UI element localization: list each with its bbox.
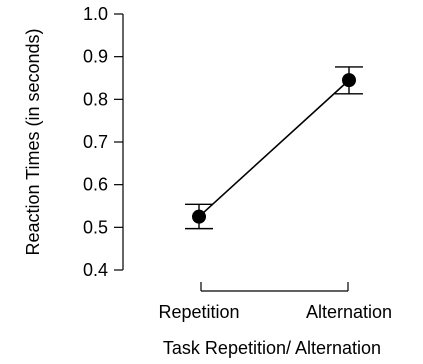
data-point: [192, 209, 206, 224]
y-axis: 0.4 0.5 0.6 0.7 0.8 0.9 1.0: [83, 4, 124, 280]
x-tick-label: Repetition: [158, 302, 239, 322]
series-line: [198, 79, 350, 218]
x-tick-label: Alternation: [306, 302, 392, 322]
y-tick-label: 0.4: [83, 260, 108, 280]
y-tick-label: 0.6: [83, 175, 108, 195]
data-point: [342, 73, 356, 88]
x-axis: Repetition Alternation: [158, 282, 392, 322]
y-tick-label: 0.9: [83, 47, 108, 67]
y-tick-label: 0.5: [83, 217, 108, 237]
x-axis-title: Task Repetition/ Alternation: [163, 338, 381, 358]
y-tick-label: 0.8: [83, 89, 108, 109]
y-tick-label: 1.0: [83, 4, 108, 24]
y-axis-title: Reaction Times (in seconds): [23, 28, 43, 255]
y-tick-label: 0.7: [83, 132, 108, 152]
